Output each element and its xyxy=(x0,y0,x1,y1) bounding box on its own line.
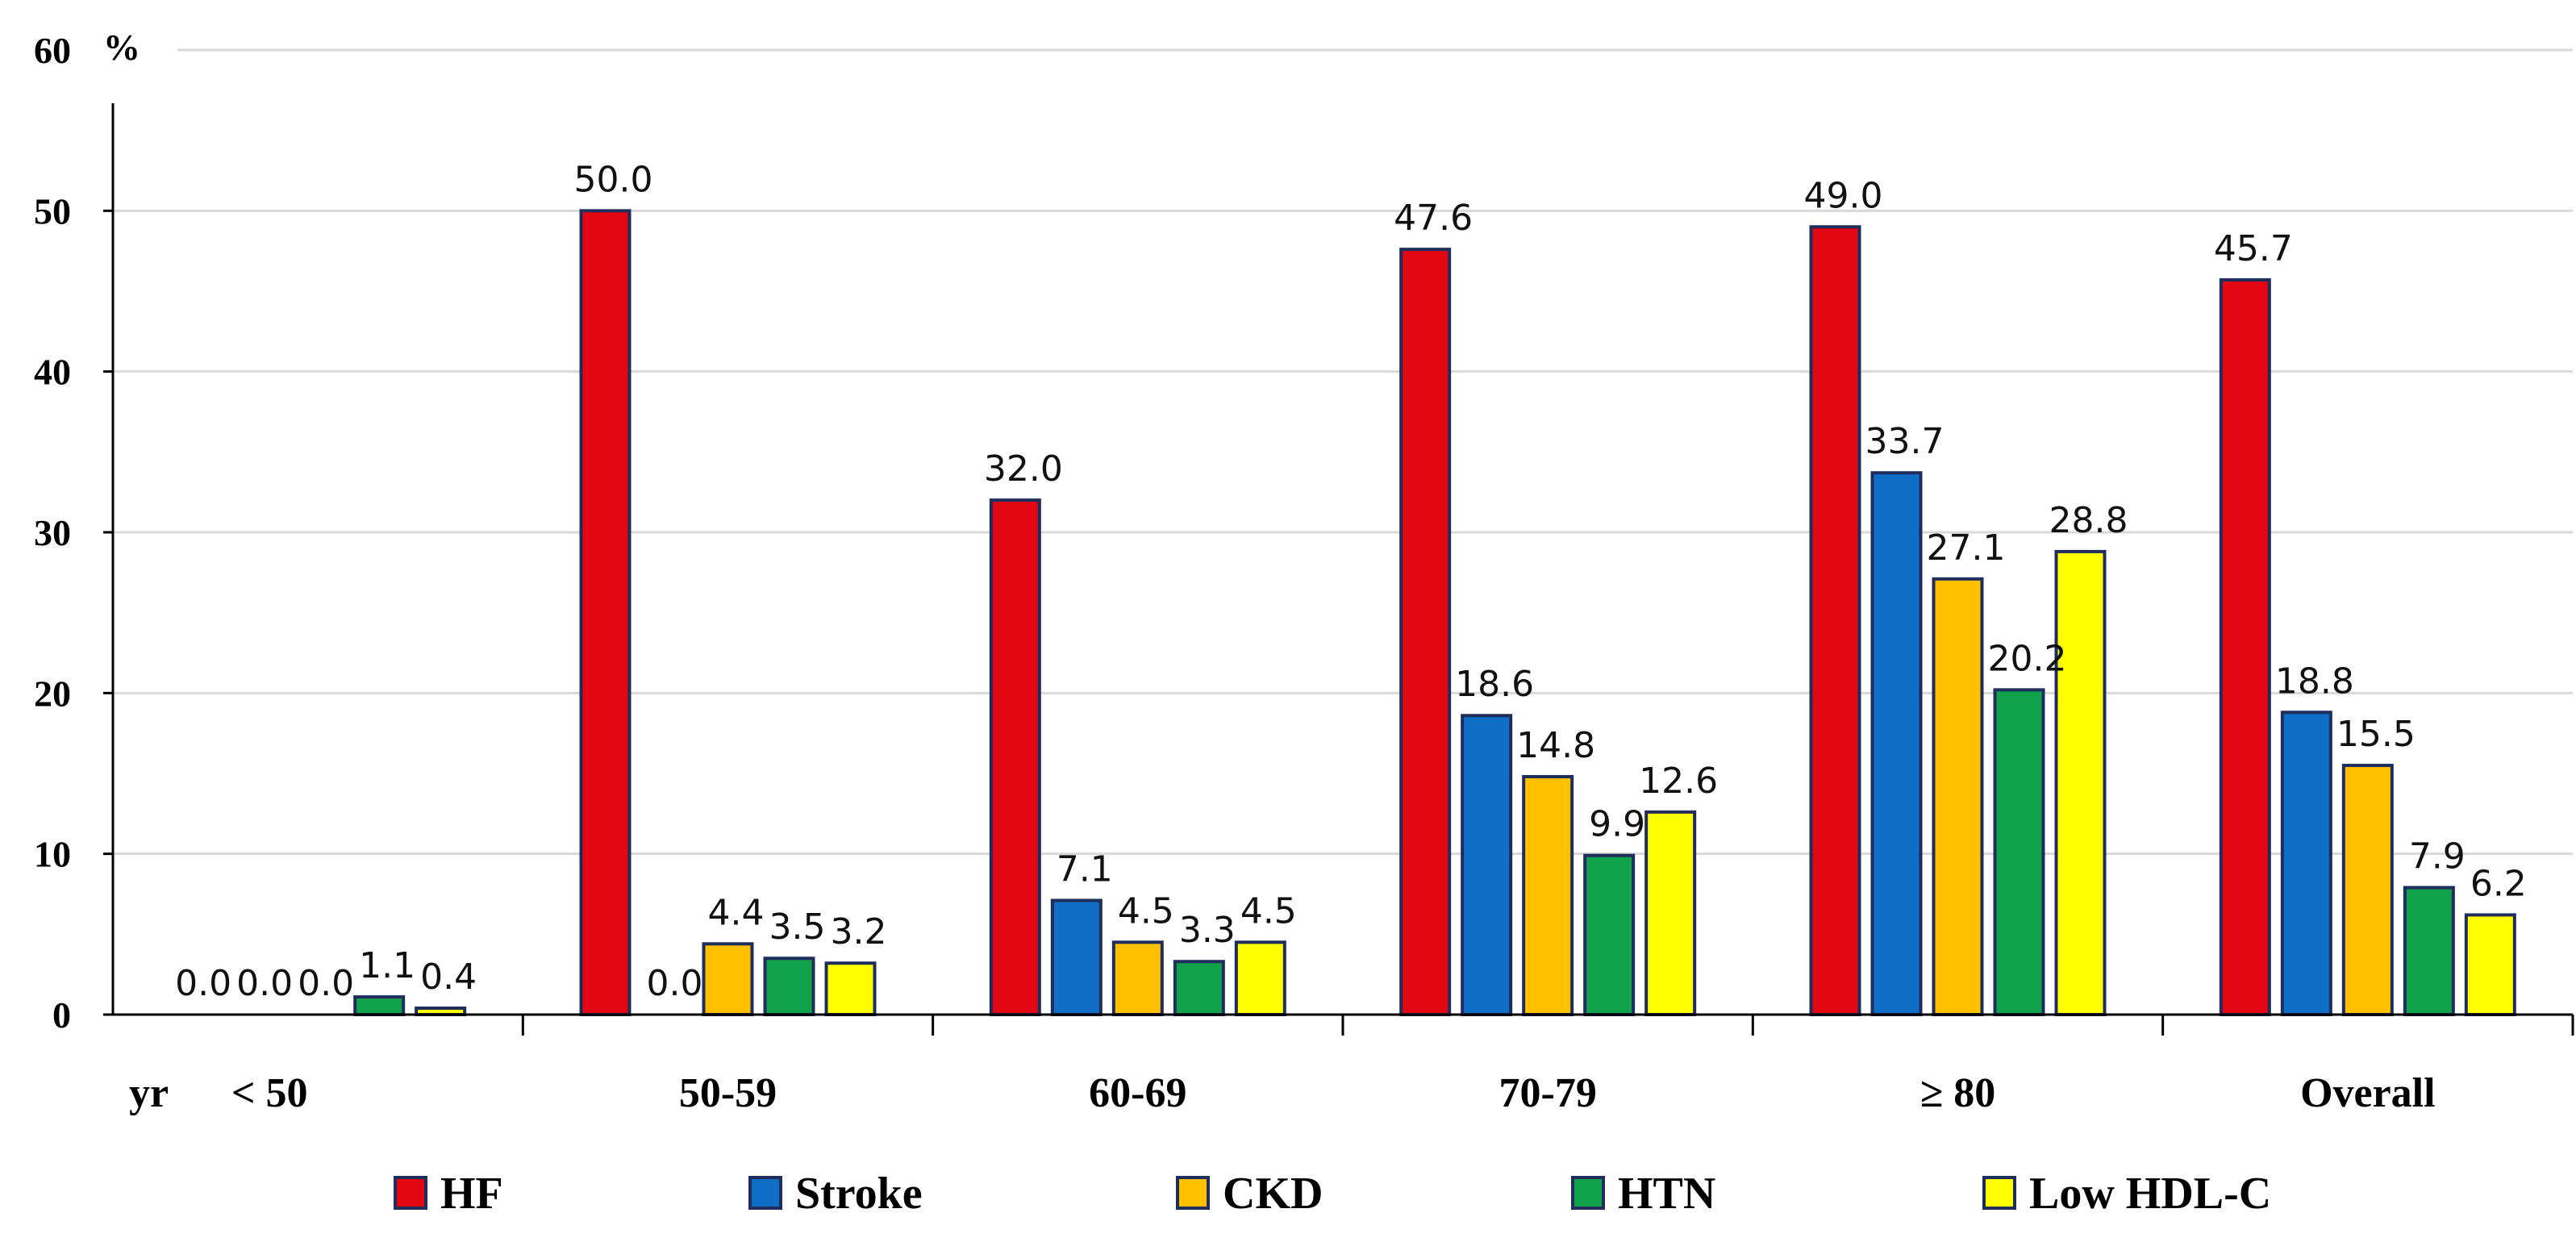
legend-swatch xyxy=(1982,1176,2016,1210)
data-label: 0.0 xyxy=(175,963,231,1004)
data-label: 1.1 xyxy=(359,945,415,986)
data-labels: 0.0 0.0 0.0 1.1 0.450.00.04.4 3.5 3.232.07.14.… xyxy=(175,159,2527,1004)
bar xyxy=(763,957,815,1016)
legend-label: Low HDL-C xyxy=(2029,1169,2271,1219)
legend-swatch xyxy=(748,1176,782,1210)
data-label: 7.9 xyxy=(2409,836,2466,877)
bar xyxy=(1809,225,1861,1016)
x-tick-label: ≥ 80 xyxy=(1920,1070,1996,1116)
data-label: 6.2 xyxy=(2470,863,2527,904)
x-tick-label: Overall xyxy=(2300,1070,2436,1116)
x-tick-label: 60-69 xyxy=(1089,1070,1186,1116)
data-label: 7.1 xyxy=(1057,848,1113,890)
y-tick-label: 20 xyxy=(34,673,71,714)
data-label: 45.7 xyxy=(2214,228,2293,269)
bar xyxy=(1173,960,1225,1016)
data-label: 0.0 xyxy=(647,963,703,1004)
y-axis: % 0 10 20 30 40 50 60 xyxy=(34,27,140,1036)
gridlines xyxy=(113,48,2573,856)
bar xyxy=(989,498,1041,1016)
legend-label: CKD xyxy=(1223,1169,1323,1219)
data-label: 20.2 xyxy=(1988,638,2067,679)
data-label: 0.0 xyxy=(298,963,354,1004)
legend-swatch xyxy=(394,1176,427,1210)
bar xyxy=(2464,913,2516,1016)
x-axis: yr < 50 50-59 60-69 70-79 ≥ 80 Overall xyxy=(113,1013,2574,1116)
bar xyxy=(579,209,631,1017)
data-label: 14.8 xyxy=(1516,725,1595,766)
legend-swatch xyxy=(1176,1176,1210,1210)
legend: HF Stroke CKD HTN Low HDL-C xyxy=(394,1169,2271,1219)
x-tick-label: 50-59 xyxy=(679,1070,777,1116)
bar xyxy=(1644,810,1697,1017)
y-tick-label: 40 xyxy=(34,352,71,393)
bar xyxy=(1993,688,2045,1016)
legend-swatch xyxy=(1571,1176,1605,1210)
y-tick-label: 10 xyxy=(34,834,71,875)
data-label: 27.1 xyxy=(1927,527,2006,569)
bar xyxy=(1234,940,1286,1017)
legend-label: HTN xyxy=(1618,1169,1715,1219)
data-label: 3.5 xyxy=(769,907,826,948)
data-label: 3.2 xyxy=(831,911,887,952)
bar xyxy=(353,995,406,1017)
data-label: 15.5 xyxy=(2336,714,2416,755)
data-label: 50.0 xyxy=(574,159,653,200)
bar xyxy=(2054,549,2107,1016)
data-label: 33.7 xyxy=(1865,421,1945,462)
bar xyxy=(2219,278,2271,1016)
data-label: 3.3 xyxy=(1179,910,1236,951)
data-label: 49.0 xyxy=(1804,175,1883,216)
x-tick-label: < 50 xyxy=(231,1070,308,1116)
data-label: 9.9 xyxy=(1589,804,1645,845)
data-label: 28.8 xyxy=(2049,500,2128,541)
bar xyxy=(1583,853,1636,1017)
bar xyxy=(2280,711,2332,1017)
data-label: 18.6 xyxy=(1455,664,1534,705)
bar xyxy=(2341,764,2394,1016)
data-label: 4.4 xyxy=(708,892,765,933)
y-tick-label: 0 xyxy=(52,994,71,1036)
legend-label: Stroke xyxy=(795,1169,923,1219)
bar xyxy=(1050,898,1103,1017)
data-label: 4.5 xyxy=(1118,890,1174,932)
data-label: 12.6 xyxy=(1639,761,1718,802)
legend-label: HF xyxy=(440,1169,503,1219)
x-axis-unit-label: yr xyxy=(129,1070,169,1116)
bar xyxy=(1870,471,1923,1016)
data-label: 0.0 xyxy=(236,963,293,1004)
y-axis-unit-label: % xyxy=(103,27,140,68)
bar xyxy=(1461,714,1513,1016)
bar xyxy=(702,942,754,1016)
data-label: 18.8 xyxy=(2275,661,2354,702)
data-label: 0.4 xyxy=(420,957,477,998)
bars xyxy=(353,209,2516,1017)
x-tick-label: 70-79 xyxy=(1499,1070,1597,1116)
bar xyxy=(1522,774,1574,1017)
y-tick-label: 30 xyxy=(34,512,71,553)
bar xyxy=(1932,577,1984,1016)
bar xyxy=(2403,886,2455,1016)
bar xyxy=(1399,248,1452,1016)
y-tick-label: 60 xyxy=(34,30,71,71)
data-label: 47.6 xyxy=(1394,198,1473,239)
y-tick-label: 50 xyxy=(34,190,71,231)
data-label: 32.0 xyxy=(984,448,1063,490)
bar xyxy=(1111,940,1164,1017)
bar xyxy=(824,961,877,1017)
data-label: 4.5 xyxy=(1240,890,1297,932)
